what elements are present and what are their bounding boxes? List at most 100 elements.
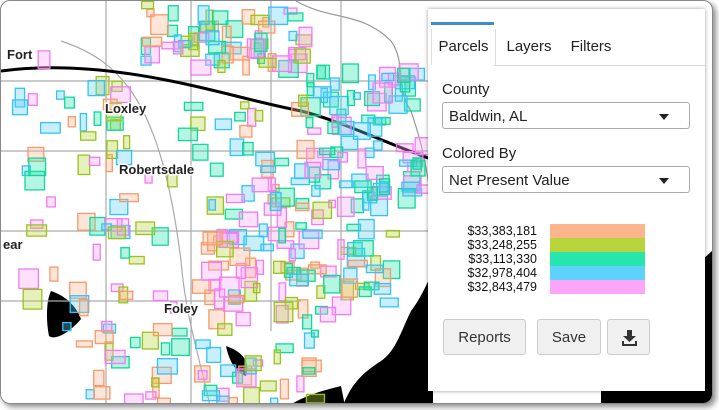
colored-by-select[interactable]: Net Present Value (442, 166, 690, 193)
parcel (21, 165, 31, 177)
parcel (260, 165, 277, 174)
place-label: Loxley (105, 101, 147, 116)
parcel (365, 165, 384, 181)
parcels (11, 1, 432, 403)
parcel (156, 397, 171, 403)
parcel (261, 159, 274, 178)
parcel (171, 338, 190, 357)
save-button[interactable]: Save (537, 319, 601, 355)
parcel (373, 282, 392, 295)
parcel (272, 260, 286, 274)
parcel (55, 90, 65, 100)
parcel (239, 101, 250, 110)
parcel (150, 14, 169, 36)
parcel (229, 138, 245, 157)
parcel (307, 264, 327, 275)
parcel (288, 248, 296, 262)
parcel (287, 12, 304, 22)
parcel (278, 282, 287, 302)
tab[interactable]: Filters (570, 38, 612, 55)
parcel (122, 135, 131, 150)
parcel (364, 147, 375, 159)
county-select[interactable]: Baldwin, AL (442, 102, 690, 129)
parcel (192, 143, 209, 161)
parcel (94, 330, 114, 345)
parcel (93, 111, 102, 126)
parcel (92, 243, 101, 261)
parcel (284, 296, 299, 310)
parcel (101, 320, 113, 333)
parcel (27, 93, 38, 106)
legend-label: $32,978,404 (467, 266, 537, 280)
parcel (251, 177, 273, 193)
parcel (374, 116, 391, 125)
parcel (273, 301, 294, 323)
parcel (14, 87, 26, 108)
parcel (288, 30, 298, 42)
parcel (278, 59, 299, 78)
parcel (275, 304, 289, 324)
parcel (37, 50, 51, 70)
parcel (208, 260, 230, 271)
reports-button[interactable]: Reports (443, 319, 526, 355)
parcel (88, 156, 101, 167)
water (344, 271, 433, 403)
parcel (221, 25, 232, 46)
parcel (398, 159, 418, 167)
legend-swatch (550, 224, 645, 238)
parcel (252, 282, 261, 294)
parcel (316, 285, 326, 299)
parcel (285, 269, 302, 281)
parcel (242, 55, 250, 76)
parcel (258, 223, 268, 238)
parcel (401, 181, 420, 192)
parcel (169, 301, 178, 314)
parcel (39, 121, 61, 134)
parcel (197, 370, 208, 380)
parcel (311, 209, 324, 226)
parcel (395, 143, 414, 153)
parcel (26, 224, 48, 237)
parcel (336, 196, 355, 217)
parcel (180, 44, 200, 57)
parcel (354, 180, 372, 194)
parcel (231, 371, 244, 384)
parcel (141, 1, 155, 10)
parcel (120, 247, 131, 259)
parcel (145, 391, 157, 400)
parcel (283, 7, 298, 15)
tab[interactable]: Parcels (431, 29, 496, 65)
parcel (67, 116, 77, 128)
parcel (234, 111, 246, 122)
field-label: Colored By (442, 145, 517, 162)
parcel (178, 39, 192, 49)
parcel (46, 196, 56, 208)
parcel (18, 268, 40, 290)
parcel (102, 323, 117, 334)
parcel (365, 264, 384, 274)
tab[interactable]: Layers (506, 38, 552, 55)
parcel (358, 286, 372, 298)
place-label: Fort (7, 47, 33, 62)
place-label: Foley (164, 301, 199, 316)
parcel (235, 311, 251, 327)
parcel (302, 314, 313, 330)
parcel (79, 131, 97, 141)
parcel (214, 118, 233, 131)
parcel (259, 380, 277, 392)
parcel (296, 269, 316, 282)
parcel (294, 48, 311, 64)
parcel (227, 396, 239, 403)
parcel (197, 5, 210, 25)
download-button[interactable] (607, 319, 650, 355)
parcel (318, 147, 336, 156)
parcel (221, 45, 234, 64)
parcel (276, 207, 288, 228)
parcel (296, 375, 305, 393)
map-view: Fort Loxley Robertsdale ear Foley Parcel… (0, 0, 713, 404)
parcel (244, 280, 258, 302)
place-label: ear (3, 237, 23, 252)
parcel (275, 343, 294, 354)
parcel (141, 36, 163, 47)
parcel (306, 82, 315, 97)
